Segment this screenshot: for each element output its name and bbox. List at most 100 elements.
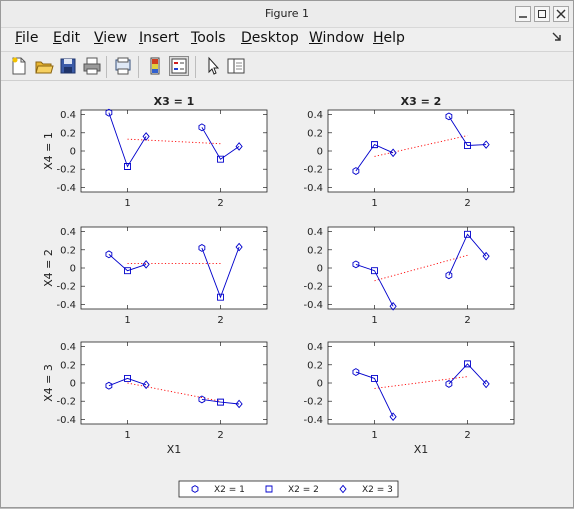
subplot-title: X3 = 1 — [154, 95, 195, 108]
x-tick-label: 2 — [464, 315, 470, 326]
minimize-button[interactable] — [515, 6, 531, 22]
title-bar[interactable]: Figure 1 — [1, 1, 573, 28]
new-figure-button[interactable] — [9, 56, 29, 76]
close-button[interactable] — [553, 6, 569, 22]
y-axis-label: X4 = 2 — [42, 249, 55, 287]
y-tick-label: -0.2 — [56, 165, 76, 176]
data-point-diamond — [482, 251, 490, 261]
subplot-3-2 — [327, 341, 515, 425]
menu-view[interactable]: View — [94, 30, 128, 46]
subplot-2-1 — [80, 226, 268, 310]
y-tick-label: -0.2 — [303, 165, 323, 176]
toolbar — [1, 51, 573, 81]
menu-desktop[interactable]: Desktop — [241, 30, 299, 46]
x-tick-label: 2 — [464, 430, 470, 441]
menu-file[interactable]: File — [15, 30, 39, 46]
axes-box — [80, 109, 268, 193]
series-line — [201, 246, 240, 299]
print-button[interactable] — [82, 56, 102, 76]
series-line — [108, 253, 147, 272]
colorbar-button[interactable] — [145, 56, 165, 76]
y-tick-label: 0.2 — [307, 128, 323, 139]
save-icon — [60, 58, 76, 74]
menu-help[interactable]: Help — [373, 30, 405, 46]
menu-insert[interactable]: Insert — [139, 30, 180, 46]
y-tick-label: 0.4 — [307, 342, 323, 353]
x-tick-label: 1 — [371, 198, 377, 209]
menu-bar: File Edit View Insert Tools Desktop Window Help — [1, 28, 573, 50]
x-tick-label: 1 — [371, 430, 377, 441]
y-tick-label: 0.4 — [307, 110, 323, 121]
maximize-button[interactable] — [534, 6, 550, 22]
data-point-square — [124, 267, 131, 275]
y-tick-label: -0.2 — [56, 282, 76, 293]
data-point-hexagon — [105, 250, 113, 259]
dock-figure-icon[interactable] — [551, 31, 563, 46]
data-point-square — [371, 374, 378, 382]
legend — [178, 480, 399, 498]
x-tick-label: 2 — [217, 198, 223, 209]
data-point-square — [464, 360, 471, 368]
menu-edit[interactable]: Edit — [53, 30, 81, 46]
x-tick-label: 1 — [371, 315, 377, 326]
y-tick-label: 0 — [317, 379, 323, 390]
series-line — [448, 233, 487, 276]
data-point-square — [217, 155, 224, 163]
data-point-hexagon — [105, 108, 113, 117]
x-tick-label: 2 — [217, 430, 223, 441]
axes-box — [327, 341, 515, 425]
y-tick-label: -0.4 — [56, 415, 76, 426]
series-line — [108, 112, 147, 168]
open-file-icon — [35, 61, 54, 74]
data-point-hexagon — [198, 395, 206, 404]
axes-box — [80, 341, 268, 425]
data-point-diamond — [142, 132, 150, 141]
data-point-square — [464, 142, 471, 149]
subplot-2-2 — [327, 226, 515, 311]
y-tick-label: 0.4 — [60, 342, 76, 353]
data-point-square — [124, 163, 131, 170]
menu-window[interactable]: Window — [309, 30, 365, 46]
series-line — [448, 116, 487, 146]
data-point-diamond — [389, 148, 397, 158]
data-point-diamond — [235, 399, 243, 409]
legend-marker-hexagon — [191, 485, 199, 493]
minimize-icon — [519, 16, 527, 18]
print-preview-button[interactable] — [113, 56, 133, 76]
data-point-square — [124, 374, 131, 382]
y-axis-label: X4 = 3 — [42, 364, 55, 402]
y-tick-label: 0 — [70, 379, 76, 390]
open-file-button[interactable] — [34, 56, 54, 76]
y-tick-label: -0.2 — [303, 397, 323, 408]
colorbar-icon — [150, 57, 160, 75]
y-tick-label: -0.4 — [303, 183, 323, 194]
window-title: Figure 1 — [264, 7, 310, 20]
axes-box — [327, 109, 515, 193]
x-axis-label: X1 — [414, 443, 429, 456]
y-tick-label: 0 — [317, 147, 323, 158]
property-editor-icon — [227, 58, 245, 74]
subplot-3-1 — [80, 341, 268, 425]
save-button[interactable] — [58, 56, 78, 76]
pointer-button[interactable] — [203, 56, 223, 76]
y-tick-label: 0.2 — [60, 360, 76, 371]
data-point-hexagon — [352, 368, 360, 376]
data-point-square — [464, 230, 471, 238]
legend-button[interactable] — [169, 56, 189, 76]
axes-box — [80, 226, 268, 310]
y-tick-label: -0.4 — [56, 300, 76, 311]
series-line — [355, 263, 394, 307]
data-point-diamond — [389, 301, 397, 311]
data-point-hexagon — [198, 244, 206, 252]
property-editor-button[interactable] — [226, 56, 246, 76]
series-line — [448, 363, 487, 385]
trend-line — [374, 254, 468, 282]
data-point-diamond — [389, 412, 397, 422]
y-axis-label: X4 = 1 — [42, 132, 55, 170]
series-line — [355, 144, 394, 172]
data-point-hexagon — [352, 167, 360, 175]
legend-entry: X2 = 1 — [214, 485, 245, 495]
menu-tools[interactable]: Tools — [191, 30, 226, 46]
y-tick-label: 0.2 — [60, 245, 76, 256]
